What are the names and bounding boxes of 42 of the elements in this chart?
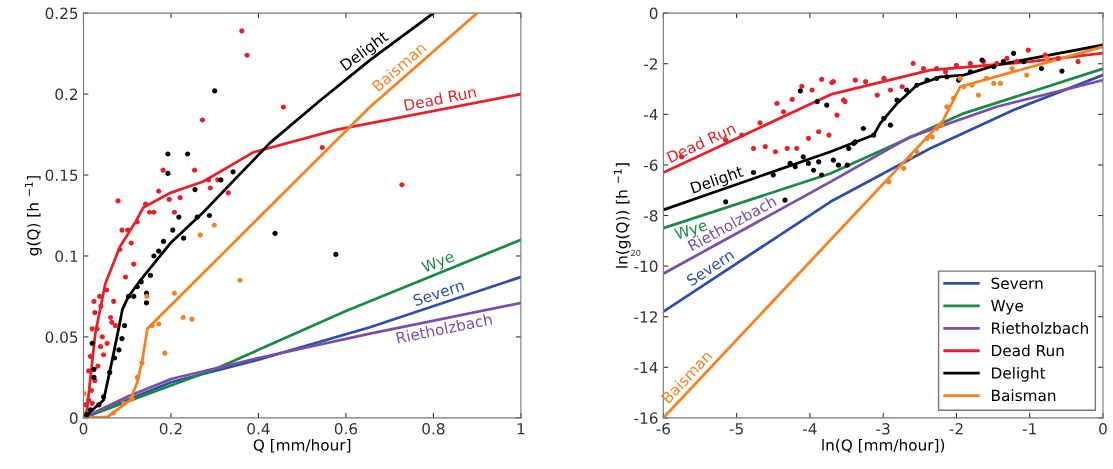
y-tick-label: 0.05 [45, 331, 78, 343]
x-tick-label: 1 [517, 423, 525, 435]
text: Severn [412, 279, 465, 307]
text: Wye [420, 250, 456, 276]
y-tick-label: -16 [634, 412, 658, 424]
y-tick-label: -14 [634, 361, 658, 374]
y-tick-label: -12 [634, 311, 657, 323]
y-axis-title: g(Q) [h $^{−1}$] [24, 176, 42, 256]
legend-label: Delight [992, 366, 1046, 382]
x-tick-label: -5 [729, 423, 743, 435]
y-tick-label: 0.15 [45, 169, 78, 182]
y-tick-label: 0.1 [55, 250, 78, 262]
x-tick-label: 0.8 [422, 423, 445, 435]
x-tick-label: 0 [79, 423, 88, 435]
legend-label: Severn [991, 277, 1043, 290]
x-tick-label: 0.6 [334, 423, 358, 435]
x-tick-label: -6 [656, 423, 670, 435]
x-axis-title: ln(Q [mm/hour]) [822, 438, 945, 453]
legend-label: Dead Run [992, 344, 1064, 357]
y-tick-label: -4 [644, 108, 658, 121]
x-tick-label: -1 [1022, 423, 1036, 435]
y-tick-label: -6 [644, 159, 658, 171]
y-tick-label: 0 [649, 7, 658, 20]
y-tick-label: -2 [644, 58, 657, 70]
y-tick-label: -10 [634, 260, 658, 273]
legend-label: Wye [991, 300, 1024, 315]
y-axis-title: ln(g(Q)) [h $^{−1}$] [613, 163, 631, 268]
y-tick-label: 0.2 [55, 88, 78, 101]
x-tick-label: -4 [803, 423, 817, 435]
legend-label: Baisman [992, 389, 1056, 402]
text: 20 [630, 249, 641, 257]
legend-label: Rietholzbach [992, 322, 1088, 334]
x-tick-label: 0.4 [247, 423, 270, 435]
y-tick-label: -8 [644, 209, 658, 222]
y-tick-label: 0 [69, 412, 78, 424]
x-axis-title: Q [mm/hour] [253, 438, 351, 453]
x-tick-label: 0.2 [159, 423, 182, 435]
x-tick-label: -3 [876, 423, 890, 435]
x-tick-label: 0 [1099, 423, 1107, 435]
y-tick-label: 0.25 [45, 7, 78, 20]
x-tick-label: -2 [949, 423, 963, 435]
text: Dead Run [403, 85, 477, 111]
